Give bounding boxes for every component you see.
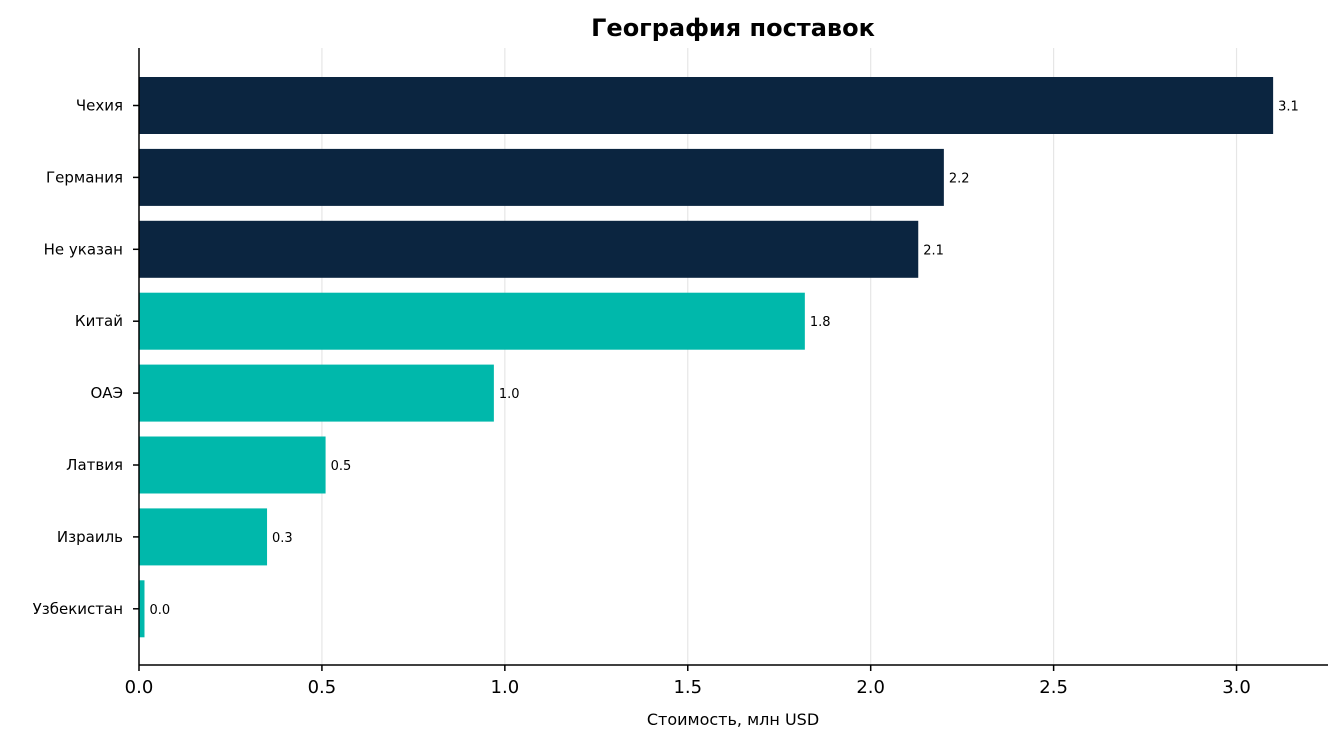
y-axis-ticks: Чехия Германия Не указан Китай ОАЭ Латвия Изра… [33, 97, 139, 618]
y-tick-label: Не указан [44, 240, 123, 258]
data-label: 0.5 [331, 459, 352, 474]
data-label: 0.0 [149, 603, 170, 618]
bar [139, 220, 919, 278]
x-tick-label: 2.0 [856, 677, 885, 698]
y-tick-label: ОАЭ [90, 384, 123, 402]
x-tick-label: 1.5 [673, 677, 702, 698]
x-tick-label: 1.0 [491, 677, 520, 698]
bar [139, 364, 494, 422]
bars [139, 77, 1274, 638]
y-tick-label: Китай [75, 312, 123, 330]
bar [139, 580, 145, 638]
data-label: 2.2 [949, 171, 970, 186]
x-tick-label: 2.5 [1039, 677, 1068, 698]
y-tick-label: Чехия [76, 97, 123, 115]
y-tick-label: Узбекистан [33, 600, 123, 618]
data-label: 1.0 [499, 387, 520, 402]
data-label: 3.1 [1278, 100, 1299, 115]
bar [139, 77, 1274, 134]
x-tick-label: 3.0 [1222, 677, 1251, 698]
data-label: 0.3 [272, 531, 293, 546]
bar [139, 292, 805, 350]
y-tick-label: Латвия [66, 456, 123, 474]
bar [139, 148, 944, 206]
x-tick-label: 0.0 [125, 677, 154, 698]
y-tick-label: Германия [46, 168, 123, 186]
grid-lines [321, 48, 1238, 665]
data-label: 2.1 [923, 243, 944, 258]
x-tick-label: 0.5 [308, 677, 337, 698]
chart-title: География поставок [591, 14, 875, 42]
bar [139, 436, 326, 494]
x-axis-label: Стоимость, млн USD [647, 710, 819, 729]
data-labels: 3.1 2.2 2.1 1.8 1.0 0.5 0.3 0.0 [149, 100, 1298, 618]
y-tick-label: Израиль [57, 528, 123, 546]
x-axis-ticks: 0.0 0.5 1.0 1.5 2.0 2.5 3.0 [125, 665, 1251, 698]
bar [139, 508, 268, 566]
data-label: 1.8 [810, 315, 831, 330]
